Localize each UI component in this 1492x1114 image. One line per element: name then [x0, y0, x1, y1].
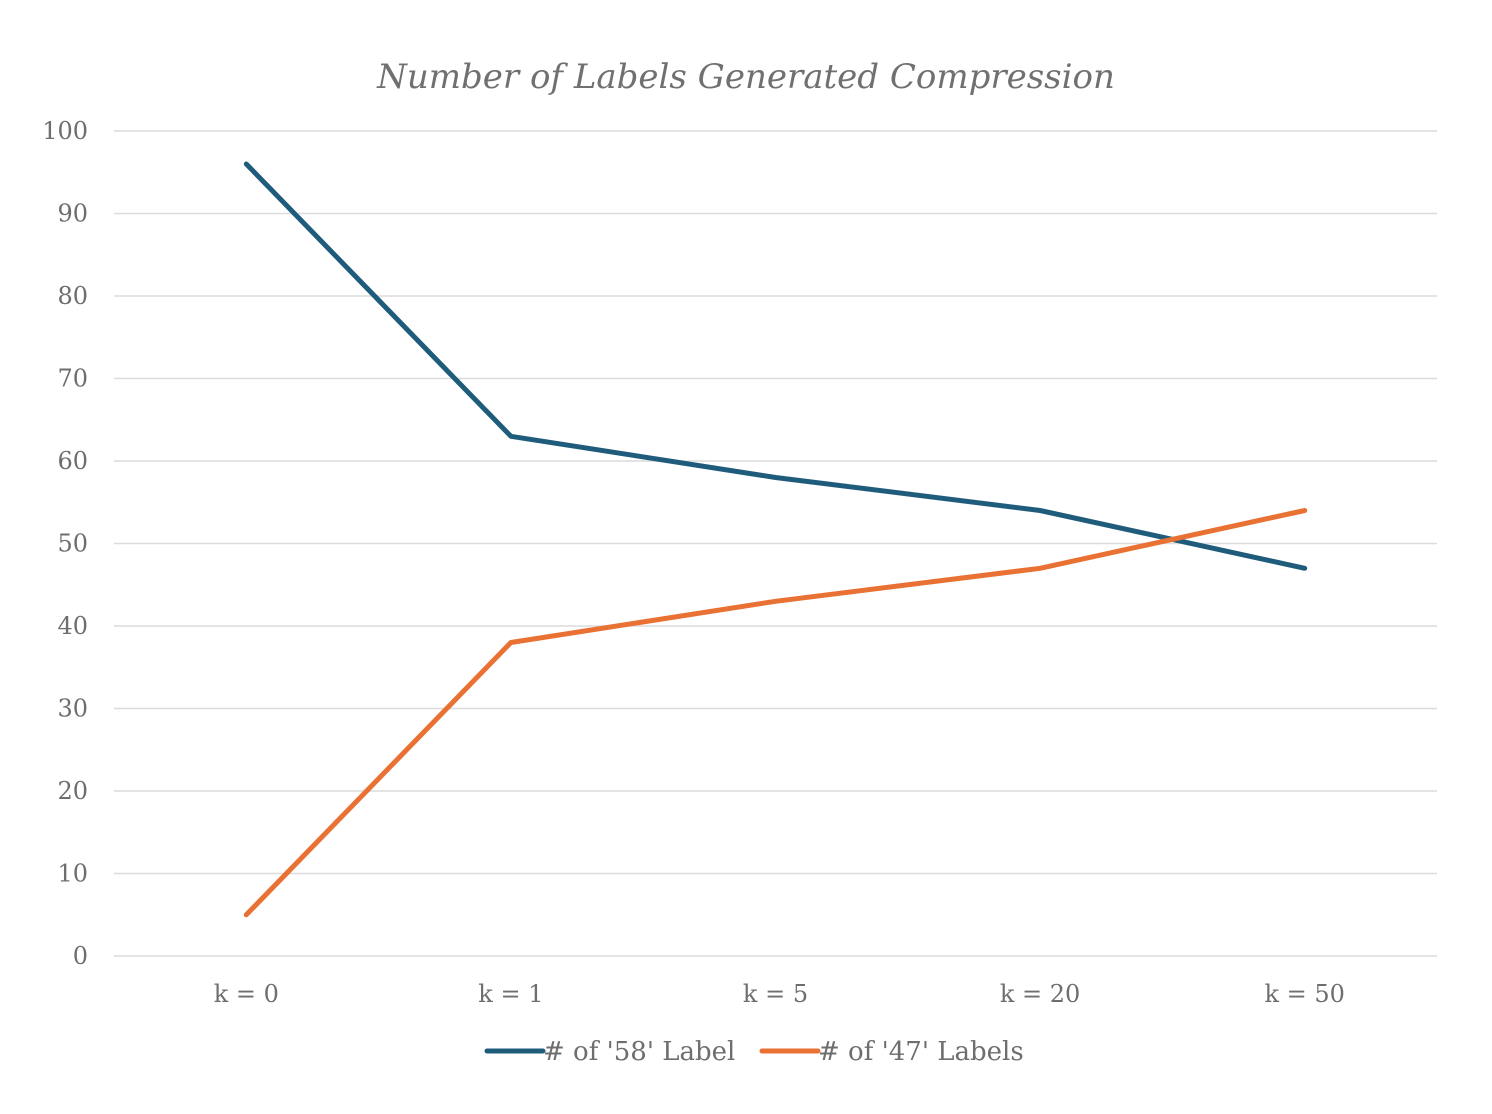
y-tick-label-30: 30 [57, 695, 88, 723]
y-tick-label-100: 100 [42, 117, 88, 145]
x-tick-label-3: k = 20 [1000, 980, 1080, 1008]
x-tick-label-0: k = 0 [214, 980, 279, 1008]
x-tick-label-1: k = 1 [478, 980, 543, 1008]
y-tick-label-80: 80 [57, 282, 88, 310]
legend-label-0: # of '58' Label [543, 1037, 735, 1067]
series-line-0 [243, 161, 1308, 571]
y-axis-tick-labels: 0 10 20 30 40 50 60 70 80 90 100 [42, 117, 88, 970]
y-tick-label-60: 60 [57, 447, 88, 475]
y-tick-label-10: 10 [57, 860, 88, 888]
x-tick-label-2: k = 5 [743, 980, 808, 1008]
y-tick-label-50: 50 [57, 530, 88, 558]
legend: # of '58' Label # of '47' Labels [484, 1037, 1024, 1067]
series-line-1 [243, 508, 1308, 918]
y-tick-label-90: 90 [57, 200, 88, 228]
chart-title: Number of Labels Generated Compression [376, 57, 1115, 97]
series-lines [243, 161, 1308, 918]
y-tick-label-70: 70 [57, 365, 88, 393]
x-tick-label-4: k = 50 [1264, 980, 1344, 1008]
y-tick-label-40: 40 [57, 612, 88, 640]
gridlines [114, 130, 1437, 957]
y-tick-label-20: 20 [57, 777, 88, 805]
x-axis-tick-labels: k = 0 k = 1 k = 5 k = 20 k = 50 [214, 980, 1345, 1008]
legend-label-1: # of '47' Labels [818, 1037, 1024, 1067]
y-tick-label-0: 0 [73, 942, 88, 970]
